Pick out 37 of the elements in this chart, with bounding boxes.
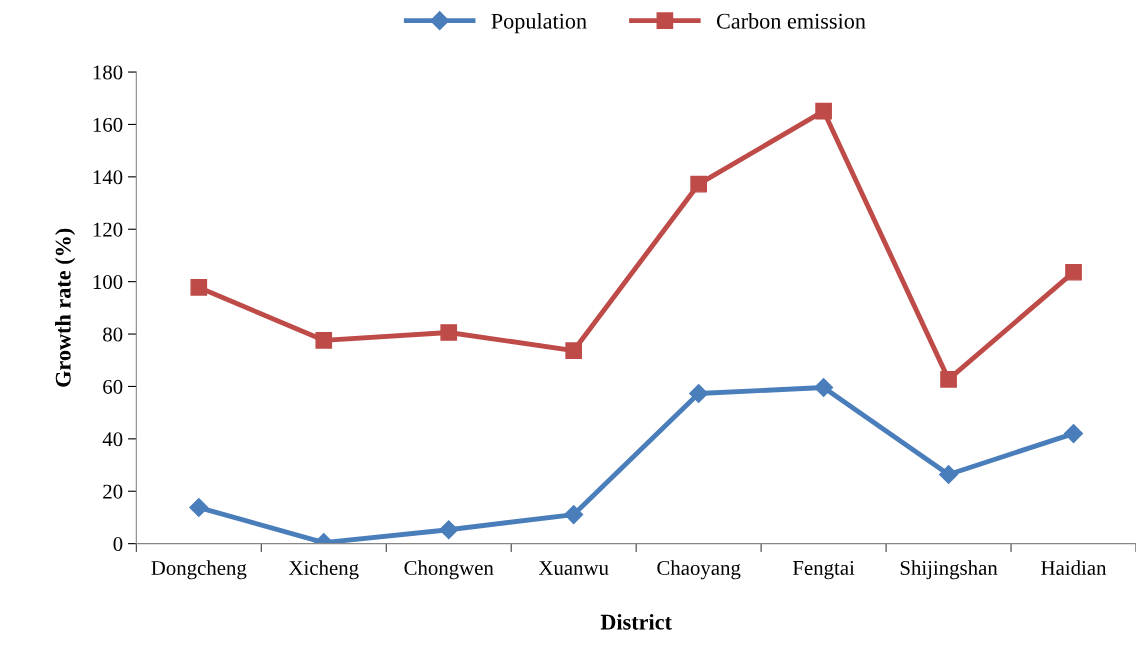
legend-label: Carbon emission [716, 13, 866, 29]
point [190, 279, 208, 296]
point [815, 102, 832, 120]
y-tick-label: 20 [103, 484, 123, 499]
y-tick-label: 60 [103, 379, 123, 394]
point [440, 324, 458, 341]
y-tick-label: 140 [93, 170, 123, 185]
point [439, 520, 459, 540]
y-tick-label: 80 [103, 327, 123, 342]
y-tick-label: 40 [102, 432, 123, 447]
x-tick-label: Xicheng [288, 560, 359, 580]
x-tick-label: Dongcheng [151, 560, 247, 580]
y-tick-label: 180 [93, 65, 123, 80]
point [1065, 263, 1082, 281]
legend-label: Population [491, 13, 587, 34]
point [689, 383, 709, 404]
point [940, 371, 957, 388]
x-tick-label: Shijingshan [900, 560, 998, 580]
x-tick-label: Haidian [1041, 560, 1107, 575]
y-tick-label: 0 [113, 537, 123, 552]
x-tick-label: Xuanwu [538, 561, 609, 575]
y-axis-title: Growth rate (%) [55, 228, 76, 387]
point [315, 332, 333, 349]
x-tick-label: Chaoyang [657, 560, 741, 580]
point [1063, 424, 1084, 444]
y-tick-label: 100 [93, 275, 123, 290]
point [565, 342, 583, 359]
x-tick-label: Chongwen [404, 560, 494, 580]
point [189, 497, 209, 518]
point [564, 505, 584, 525]
point [814, 377, 834, 398]
x-axis-title: District [600, 613, 672, 630]
y-tick-label: 160 [93, 117, 123, 132]
y-tick-label: 120 [93, 222, 123, 237]
point [939, 464, 959, 485]
point [690, 175, 707, 193]
x-tick-label: Fengtai [792, 560, 855, 580]
